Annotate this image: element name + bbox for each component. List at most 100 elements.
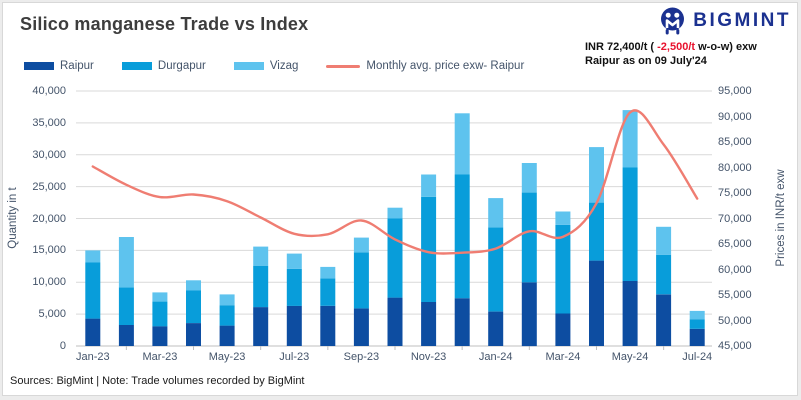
price-line: [91, 109, 699, 255]
legend-label: Monthly avg. price exw- Raipur: [366, 60, 525, 72]
bar-segment-raipur-mar-24: [555, 313, 571, 346]
bar-segment-vizag-may-23: [219, 294, 235, 306]
right-axis-tick-label: 75,000: [718, 187, 752, 199]
left-axis-tick-label: 35,000: [32, 116, 66, 129]
legend-item-raipur: Raipur: [24, 60, 94, 72]
bar-segment-vizag-jun-24: [656, 226, 672, 255]
bar-segment-raipur-feb-24: [521, 282, 537, 347]
left-axis-tick-label: 20,000: [32, 212, 66, 225]
legend-item-durgapur: Durgapur: [121, 60, 206, 72]
bigmint-logo: BIGMINT: [659, 7, 791, 35]
right-axis-tick-label: 95,000: [718, 85, 752, 97]
bar-segment-vizag-feb-23: [118, 237, 134, 288]
legend-label: Vizag: [269, 60, 299, 72]
bar-segment-durgapur-feb-23: [118, 287, 134, 325]
bar-segment-durgapur-sep-23: [353, 252, 369, 309]
bar-segment-vizag-jul-24: [689, 310, 705, 320]
legend-label: Raipur: [60, 60, 94, 72]
bar-segment-durgapur-may-23: [219, 305, 235, 326]
x-axis-tick-label: Jan-23: [75, 351, 110, 363]
bigmint-logo-icon: [661, 7, 685, 35]
left-axis-tick-label: 25,000: [32, 180, 66, 193]
right-axis-tick-label: 85,000: [718, 136, 752, 148]
bar-segment-raipur-jan-24: [488, 311, 504, 346]
bar-segment-durgapur-may-24: [622, 167, 638, 281]
bar-segment-raipur-mar-23: [152, 326, 168, 346]
price-annotation-line1: INR 72,400/t ( -2,500/t w-o-w) exw: [585, 41, 757, 53]
chart-legend: Raipur Durgapur Vizag Monthly avg. price ex…: [24, 60, 524, 72]
bar-segment-durgapur-nov-23: [421, 196, 437, 302]
bar-segment-durgapur-mar-24: [555, 224, 571, 314]
legend-bar-swatch: [233, 62, 264, 70]
bar-segment-raipur-feb-23: [118, 325, 134, 346]
bar-segment-raipur-oct-23: [387, 297, 403, 346]
x-axis-tick-label: Nov-23: [410, 351, 447, 363]
bar-segment-raipur-apr-24: [589, 260, 604, 346]
left-axis-tick-label: 40,000: [32, 85, 66, 97]
bar-segment-durgapur-jan-24: [488, 227, 504, 312]
price-annotation-line2: Raipur as on 09 July'24: [585, 55, 707, 67]
bar-segment-raipur-jul-24: [689, 328, 705, 346]
price-annotation: INR 72,400/t ( -2,500/t w-o-w) exw Raipu…: [585, 40, 757, 68]
bar-segment-durgapur-jul-23: [286, 268, 302, 306]
right-axis-tick-label: 50,000: [718, 314, 752, 327]
bar-segment-vizag-feb-24: [521, 163, 537, 193]
page-title: Silico manganese Trade vs Index: [20, 14, 309, 34]
bar-segment-vizag-may-24: [622, 110, 638, 168]
bar-segment-durgapur-feb-24: [521, 192, 537, 283]
bar-segment-raipur-may-24: [622, 281, 638, 346]
bar-segment-durgapur-aug-23: [320, 278, 336, 306]
right-axis-tick-label: 60,000: [718, 263, 752, 276]
right-axis-tick-label: 65,000: [718, 238, 752, 250]
x-axis-tick-label: Mar-24: [545, 351, 581, 363]
bar-segment-raipur-dec-23: [454, 298, 470, 346]
bar-segment-durgapur-jun-23: [253, 265, 269, 308]
x-axis-tick-label: Jan-24: [478, 351, 513, 363]
bar-segment-durgapur-mar-23: [152, 301, 168, 327]
bar-segment-durgapur-oct-23: [387, 218, 403, 298]
bar-segment-raipur-nov-23: [421, 302, 437, 346]
x-axis-tick-label: Mar-23: [142, 351, 178, 363]
bar-segment-durgapur-jun-24: [656, 254, 672, 295]
bar-segment-vizag-mar-23: [152, 292, 168, 302]
bar-segment-vizag-oct-23: [387, 207, 403, 219]
left-axis-title: Quantity in t: [7, 187, 19, 249]
bar-segment-vizag-nov-23: [421, 174, 437, 197]
bar-segment-vizag-mar-24: [555, 211, 571, 225]
x-axis-tick-label: May-23: [208, 351, 246, 363]
bar-segment-vizag-aug-23: [320, 266, 336, 279]
legend-label: Durgapur: [157, 60, 206, 72]
bar-segment-raipur-jan-23: [85, 318, 101, 346]
bar-segment-raipur-apr-23: [186, 323, 201, 346]
left-axis-tick-label: 10,000: [32, 276, 66, 289]
footer-note: Sources: BigMint | Note: Trade volumes r…: [10, 375, 305, 387]
left-axis-tick-label: 0: [59, 340, 66, 352]
price-change-value: -2,500/t: [657, 41, 696, 53]
left-axis-tick-label: 5,000: [38, 308, 66, 321]
legend-item-vizag: Vizag: [233, 60, 299, 72]
right-axis-tick-label: 80,000: [718, 161, 752, 174]
right-axis-tick-label: 55,000: [718, 289, 752, 301]
bar-segment-raipur-jul-23: [286, 305, 302, 346]
x-axis-tick-label: May-24: [611, 351, 649, 363]
bar-segment-durgapur-apr-24: [589, 202, 604, 261]
bar-segment-raipur-sep-23: [353, 308, 369, 346]
bar-segment-durgapur-jan-23: [85, 262, 101, 319]
legend-bar-swatch: [24, 62, 54, 70]
left-axis-tick-label: 30,000: [32, 148, 66, 161]
bar-segment-raipur-aug-23: [320, 305, 336, 346]
right-axis-title: Prices in INR/t exw: [775, 169, 787, 267]
right-axis-tick-label: 70,000: [718, 212, 752, 225]
bar-segment-raipur-jun-23: [253, 307, 269, 346]
bar-segment-vizag-jul-23: [286, 253, 302, 269]
bar-segment-vizag-jan-24: [488, 198, 504, 228]
bar-segment-durgapur-apr-23: [186, 290, 201, 323]
x-axis-tick-label: Sep-23: [343, 351, 380, 363]
bar-segment-raipur-jun-24: [656, 294, 672, 346]
bigmint-logo-text: BIGMINT: [693, 10, 791, 31]
x-axis-tick-label: Jul-24: [682, 351, 713, 363]
bar-segment-vizag-jan-23: [85, 250, 101, 263]
legend-line-swatch: [326, 64, 361, 68]
right-axis-tick-label: 90,000: [718, 110, 752, 123]
